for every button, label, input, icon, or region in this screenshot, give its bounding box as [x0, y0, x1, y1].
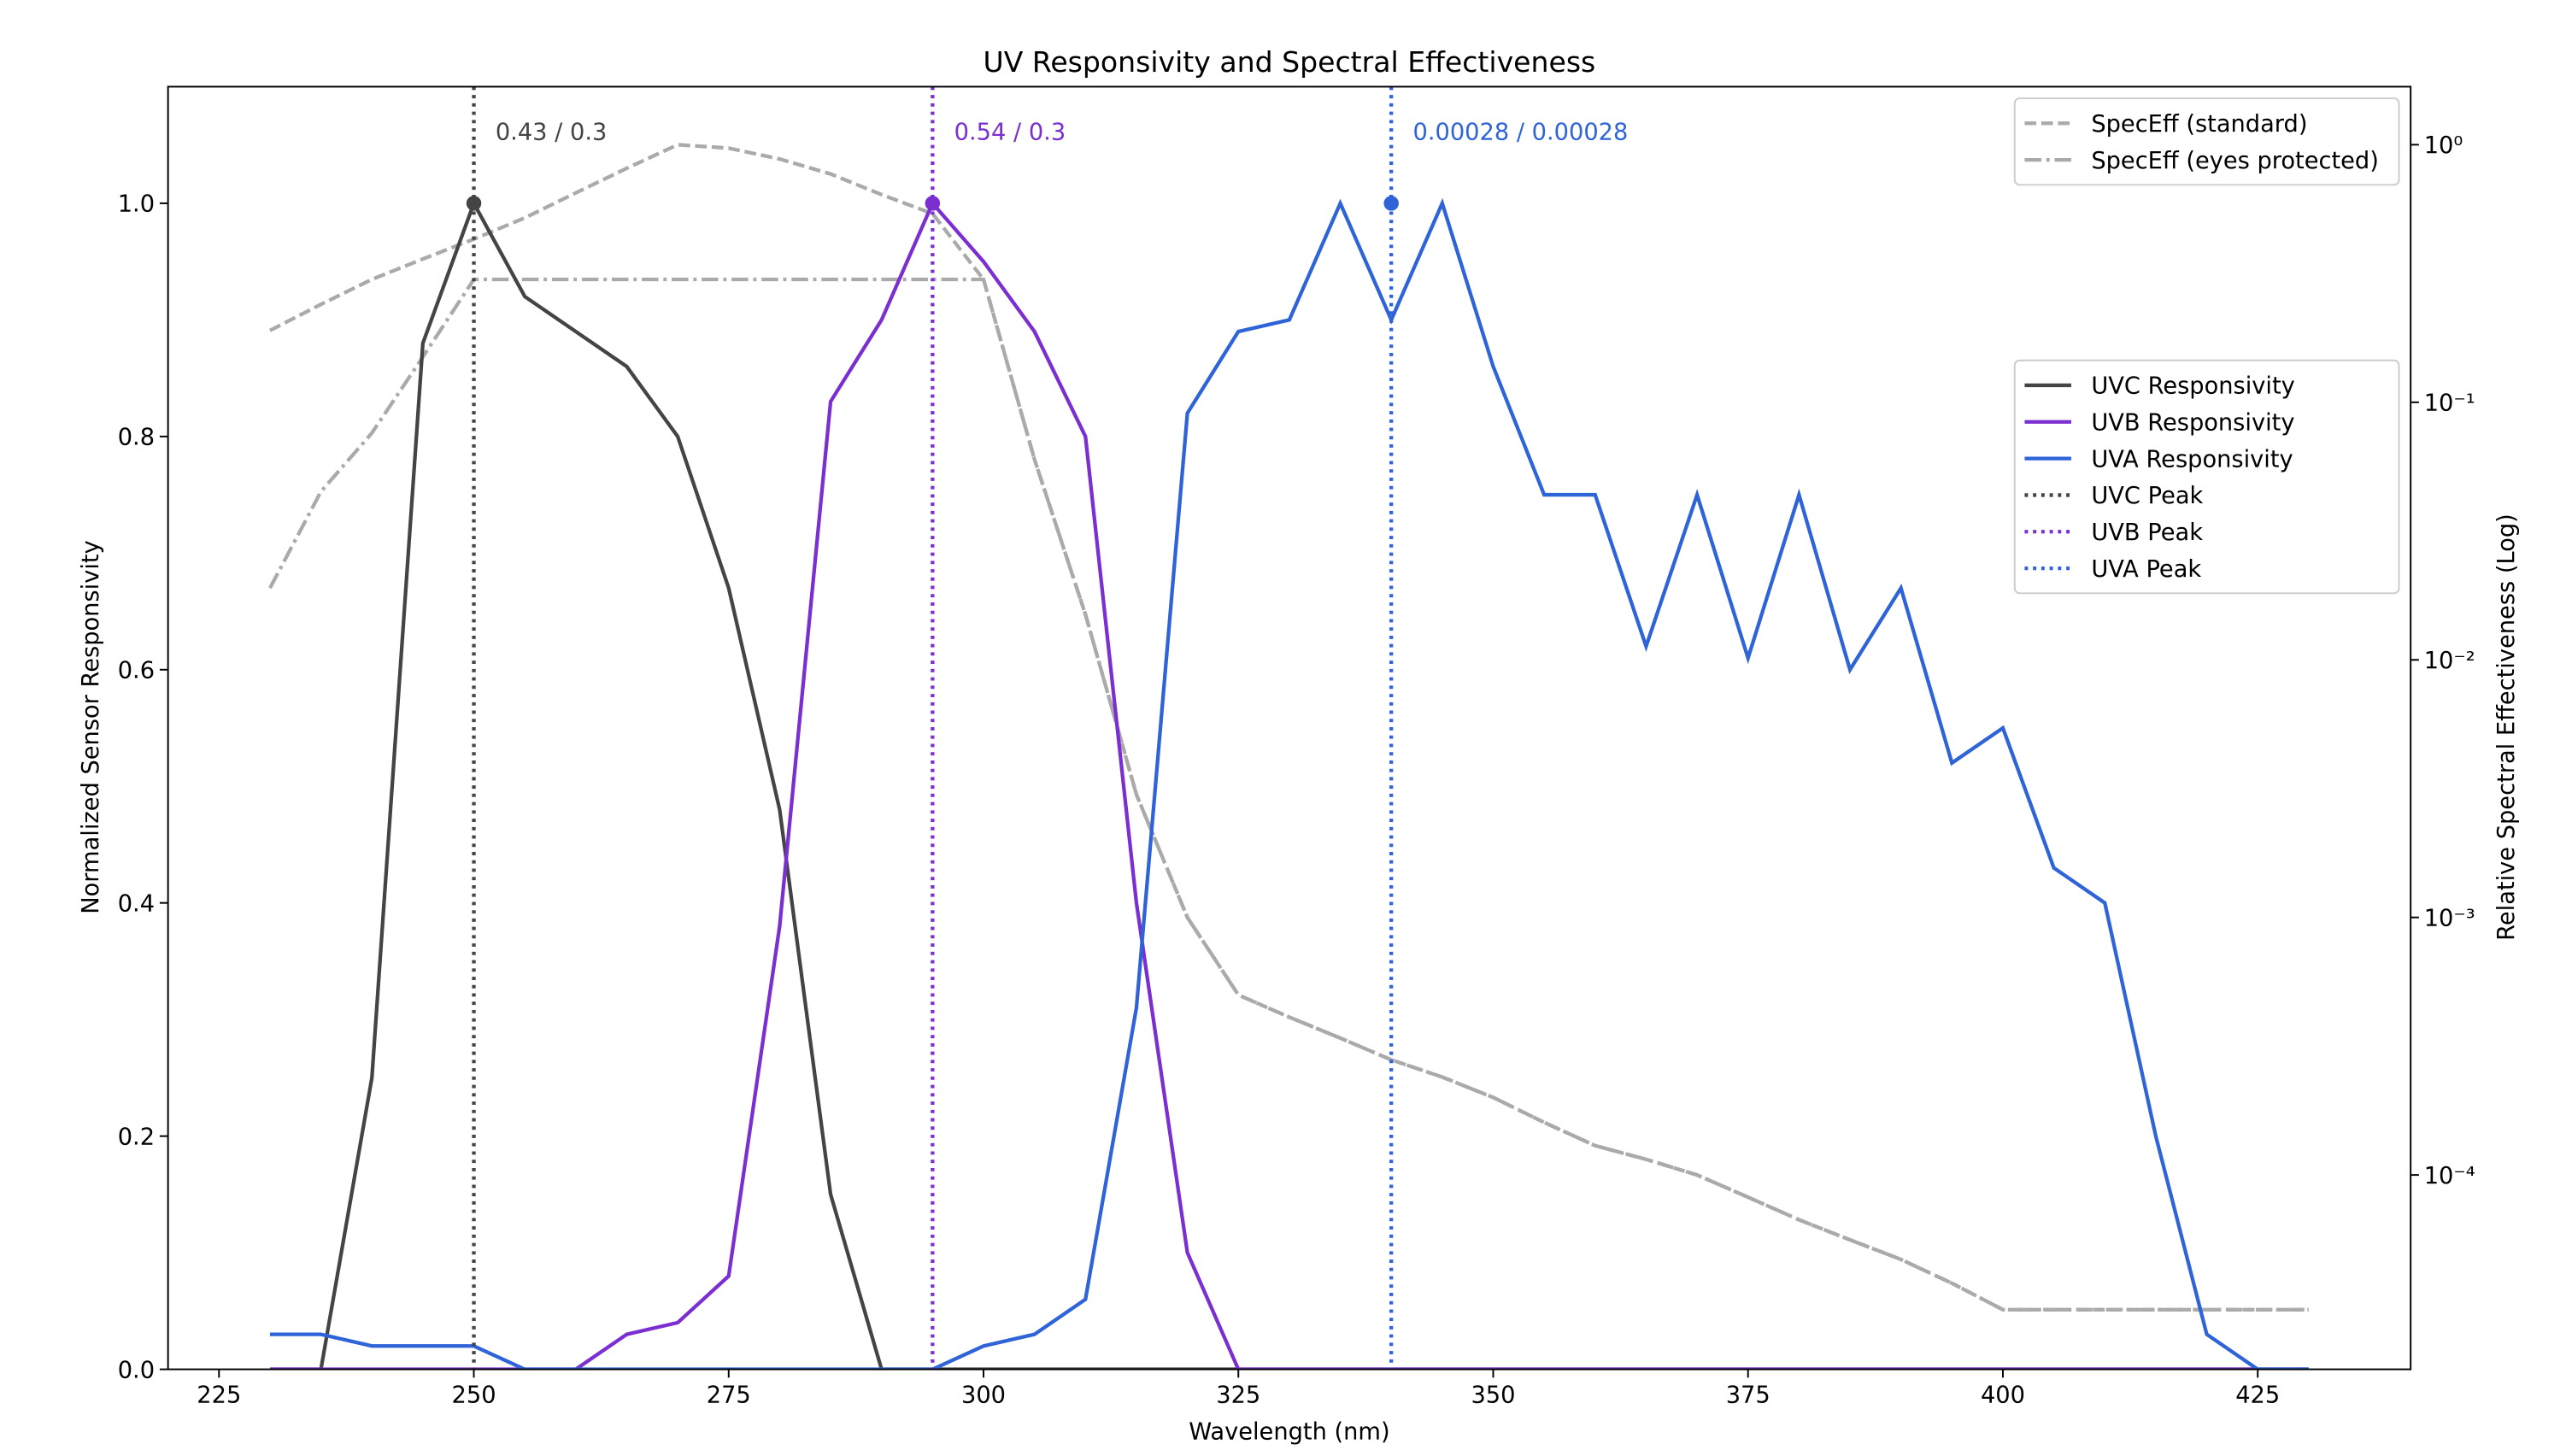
- y2-tick-label: 10⁻²: [2424, 648, 2475, 674]
- y-tick-label: 0.4: [118, 890, 155, 917]
- legend-label: SpecEff (eyes protected): [2091, 148, 2379, 174]
- peak-marker: [466, 196, 482, 211]
- legend-box: [2013, 359, 2400, 595]
- legend-label: SpecEff (standard): [2091, 111, 2307, 138]
- y2-tick-label: 10⁻³: [2424, 905, 2475, 931]
- legend-label: UVC Responsivity: [2091, 373, 2294, 400]
- legend-label: UVA Responsivity: [2091, 446, 2293, 473]
- y2-tick-label: 10⁰: [2424, 132, 2463, 159]
- series-line: [268, 277, 2309, 1312]
- peak-annotation: 0.54 / 0.3: [954, 120, 1066, 146]
- y2-tick-label: 10⁻⁴: [2424, 1163, 2475, 1189]
- y-tick-label: 1.0: [118, 191, 155, 218]
- x-tick-label: 375: [1726, 1382, 1770, 1408]
- x-tick-label: 325: [1216, 1382, 1260, 1408]
- chart-title: UV Responsivity and Spectral Effectivene…: [983, 45, 1595, 79]
- legend-label: UVA Peak: [2091, 556, 2201, 583]
- legend-label: UVB Responsivity: [2091, 409, 2294, 436]
- series-line: [269, 199, 2309, 1370]
- y-axis-label: Normalized Sensor Responsivity: [78, 540, 104, 913]
- peak-annotation: 0.43 / 0.3: [496, 120, 608, 146]
- y-tick-label: 0.0: [118, 1357, 155, 1383]
- y2-axis-label: Relative Spectral Effectiveness (Log): [2493, 514, 2520, 941]
- y-tick-label: 0.2: [118, 1124, 155, 1150]
- x-tick-label: 300: [961, 1382, 1006, 1408]
- x-tick-label: 275: [707, 1382, 751, 1408]
- series-line: [269, 197, 2309, 1370]
- y2-tick-label: 10⁻¹: [2424, 390, 2475, 417]
- legend-box: [2013, 97, 2400, 186]
- legend-label: UVB Peak: [2091, 520, 2203, 546]
- x-tick-label: 225: [197, 1382, 241, 1408]
- legend-label: UVC Peak: [2091, 483, 2203, 509]
- x-tick-label: 400: [1981, 1382, 2025, 1408]
- y-tick-label: 0.8: [118, 425, 155, 451]
- peak-marker: [925, 196, 941, 211]
- x-axis-label: Wavelength (nm): [1189, 1418, 1389, 1445]
- x-tick-label: 425: [2235, 1382, 2280, 1408]
- peak-marker: [1383, 196, 1399, 211]
- peak-annotation: 0.00028 / 0.00028: [1412, 120, 1628, 146]
- plot-frame: [167, 85, 2412, 1371]
- x-tick-label: 250: [452, 1382, 496, 1408]
- y-tick-label: 0.6: [118, 658, 155, 684]
- x-tick-label: 350: [1471, 1382, 1515, 1408]
- series-line: [269, 198, 2309, 1370]
